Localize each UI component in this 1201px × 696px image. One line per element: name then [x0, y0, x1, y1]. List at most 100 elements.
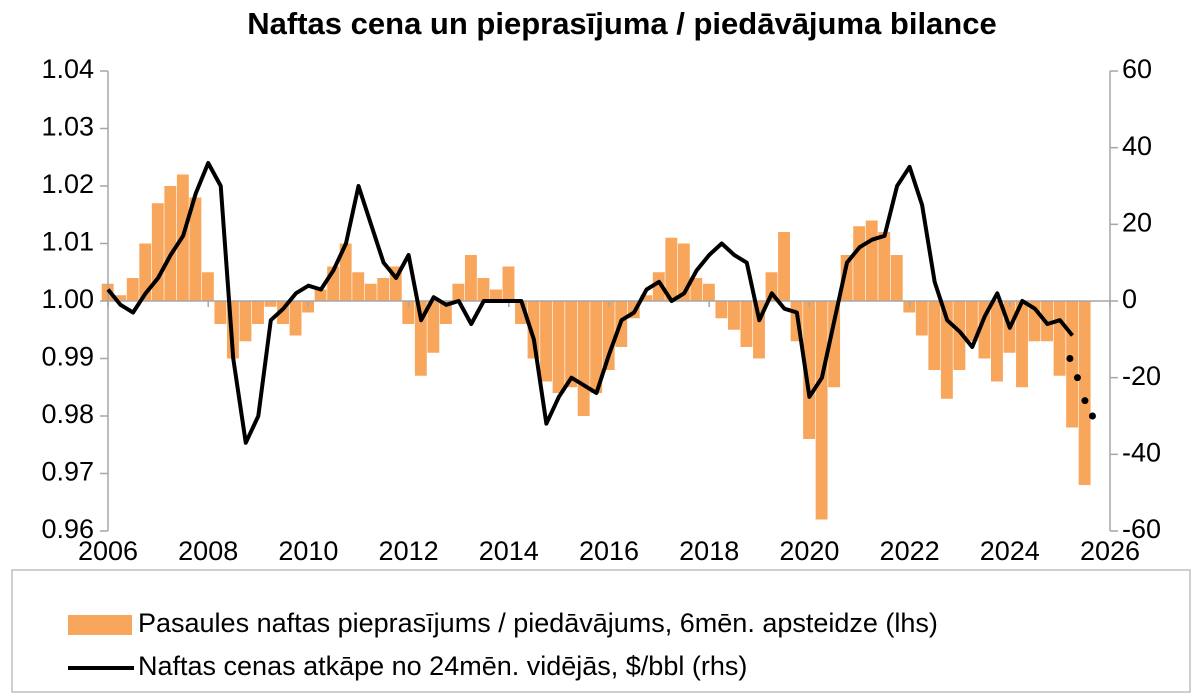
line	[106, 161, 1074, 445]
forecast-dot	[1073, 374, 1081, 382]
y2-tick-label: 20	[1122, 207, 1152, 237]
y-tick-label: 1.02	[41, 169, 94, 199]
y2-tick-label: -40	[1122, 437, 1161, 467]
y2-tick-label: 0	[1122, 284, 1137, 314]
bar	[264, 301, 277, 307]
bar	[389, 266, 402, 301]
bar	[352, 272, 365, 301]
bar	[577, 301, 590, 416]
bar	[702, 283, 715, 301]
bar	[477, 278, 490, 301]
bar	[753, 301, 765, 359]
bar	[427, 301, 440, 353]
y-tick-label: 0.99	[41, 342, 94, 372]
bar	[364, 283, 377, 301]
bar	[527, 301, 540, 359]
x-tick-label: 2022	[880, 536, 940, 566]
x-tick-label: 2024	[980, 536, 1040, 566]
bar	[439, 301, 452, 324]
bar	[1066, 301, 1079, 428]
y-tick-label: 1.03	[41, 112, 94, 142]
bar	[652, 272, 665, 301]
bar	[289, 301, 302, 336]
legend-label: Pasaules naftas pieprasījums / piedāvāju…	[138, 608, 938, 638]
forecast-dot	[1088, 412, 1096, 420]
bar	[252, 301, 264, 324]
y-tick-label: 1.01	[41, 227, 94, 257]
legend-label: Naftas cenas atkāpe no 24mēn. vidējās, $…	[138, 651, 747, 681]
bar	[940, 301, 953, 399]
legend-box	[11, 569, 1191, 693]
y2-tick-label: 40	[1122, 131, 1152, 161]
y-tick-label: 0.96	[41, 514, 94, 544]
x-tick-label: 2008	[178, 536, 238, 566]
bar	[890, 255, 903, 301]
bar	[490, 289, 502, 301]
bar	[815, 301, 828, 520]
bar	[515, 301, 527, 324]
bar	[778, 232, 790, 301]
y2-tick-label: -60	[1122, 514, 1161, 544]
bar	[314, 289, 327, 301]
forecast-dot	[1081, 397, 1089, 405]
y-tick-label: 1.04	[41, 54, 94, 84]
y-tick-label: 0.97	[41, 457, 94, 487]
forecast-dot	[1066, 355, 1074, 362]
x-tick-label: 2010	[278, 536, 338, 566]
chart-title: Naftas cena un pieprasījuma / piedāvājum…	[247, 6, 996, 41]
y2-tick-label: -20	[1122, 361, 1161, 391]
bar	[139, 243, 152, 301]
bar	[502, 266, 515, 301]
bar	[540, 301, 553, 382]
bar	[978, 301, 991, 359]
bar	[552, 301, 565, 393]
bar	[151, 203, 164, 301]
bar	[565, 301, 578, 388]
bar	[114, 295, 127, 301]
y2-tick-label: 60	[1122, 54, 1152, 84]
x-tick-label: 2026	[1080, 536, 1140, 566]
bar	[402, 301, 415, 324]
bar	[590, 301, 603, 393]
bar	[803, 301, 816, 439]
bar	[164, 186, 177, 301]
x-tick-label: 2018	[679, 536, 739, 566]
bar	[464, 255, 477, 301]
bar	[878, 232, 891, 301]
bar	[690, 278, 703, 301]
bar	[377, 278, 390, 301]
bar	[740, 301, 753, 347]
bar	[277, 301, 289, 324]
bar	[765, 272, 778, 301]
bar	[201, 272, 214, 301]
bar	[189, 197, 202, 301]
bar	[840, 255, 853, 301]
x-tick-label: 2012	[379, 536, 439, 566]
legend-swatch	[68, 615, 132, 635]
bar	[828, 301, 841, 388]
bar	[452, 283, 465, 301]
x-tick-label: 2016	[579, 536, 639, 566]
bar	[853, 226, 866, 301]
bar	[928, 301, 941, 370]
bar	[677, 243, 690, 301]
x-tick-label: 2006	[78, 536, 138, 566]
bar	[865, 220, 878, 301]
bar	[339, 243, 352, 301]
x-tick-label: 2014	[479, 536, 539, 566]
x-tick-label: 2020	[779, 536, 839, 566]
bar	[1016, 301, 1028, 388]
bar	[414, 301, 427, 376]
bar	[965, 301, 978, 342]
bar	[1028, 301, 1041, 342]
bar	[727, 301, 740, 330]
bar	[715, 301, 728, 319]
bar	[1078, 301, 1091, 485]
y-tick-label: 1.00	[41, 284, 94, 314]
bar	[1053, 301, 1066, 376]
bar	[953, 301, 966, 370]
bar	[915, 301, 928, 336]
bar	[665, 237, 678, 301]
bar	[602, 301, 615, 370]
